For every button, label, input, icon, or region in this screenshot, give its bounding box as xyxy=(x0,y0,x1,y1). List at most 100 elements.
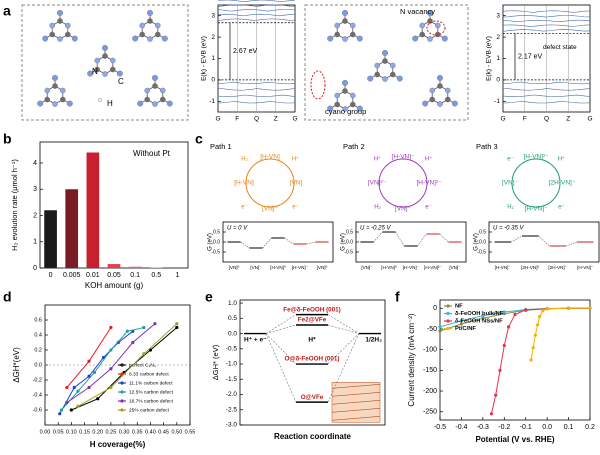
point xyxy=(506,325,511,329)
atom xyxy=(427,18,433,24)
atom xyxy=(390,71,396,78)
y-axis-label: E(k) - EVB (eV) xyxy=(486,36,493,81)
connector xyxy=(240,241,250,249)
connector xyxy=(327,314,360,334)
point xyxy=(109,385,113,390)
atom xyxy=(155,22,161,29)
y-tick-label: 0.0 xyxy=(479,239,486,245)
potential-label: U = -0.25 V xyxy=(360,226,392,232)
atom xyxy=(60,96,66,103)
y-tick-label: -1 xyxy=(494,98,500,105)
point xyxy=(545,307,549,311)
point xyxy=(588,306,592,310)
annotation: defect state xyxy=(543,44,577,51)
point xyxy=(494,393,498,397)
atom xyxy=(350,101,356,108)
x-tick-label: 0.10 xyxy=(66,429,77,435)
state-label: [2H-VN]⁻ xyxy=(549,180,576,187)
x-tick-label: 0.0 xyxy=(542,424,552,431)
connector xyxy=(265,324,297,334)
point xyxy=(541,309,545,313)
atom xyxy=(435,22,441,29)
y-tick-label: 3 xyxy=(211,12,215,19)
atom xyxy=(382,76,388,82)
connector xyxy=(284,237,294,245)
atom xyxy=(429,96,435,103)
atom xyxy=(37,100,44,107)
panel-letter: a xyxy=(3,3,11,19)
species-label: e⁻ xyxy=(558,205,565,211)
k-label: Z xyxy=(274,116,278,123)
bar xyxy=(128,266,142,268)
bar xyxy=(65,189,79,268)
band-line xyxy=(502,101,591,104)
legend-label: Pt/C/NF xyxy=(455,326,476,332)
atom xyxy=(334,92,340,99)
legend-label: 8.33 carbon defect xyxy=(129,371,169,377)
structure-box xyxy=(304,4,469,121)
level-label: Fe@δ-FeOOH (001) xyxy=(283,306,341,313)
y-tick-label: 0 xyxy=(211,77,215,84)
series-line xyxy=(490,307,590,414)
atom xyxy=(334,22,340,29)
point xyxy=(65,385,69,390)
species-label: e⁻ xyxy=(292,205,299,211)
band-line xyxy=(502,88,591,91)
x-tick-label: -0.3 xyxy=(477,424,489,431)
point xyxy=(524,308,528,312)
annotation: N vacancy xyxy=(400,7,435,16)
x-axis-label: Potential (V vs. RHE) xyxy=(475,435,554,444)
y-tick-label: 0.0 xyxy=(228,330,237,337)
y-axis-label: Current density (mA cm⁻²) xyxy=(407,313,416,406)
y-tick-label: 0 xyxy=(433,305,437,312)
atom xyxy=(437,83,443,89)
level-label: O@VFe xyxy=(301,394,324,401)
state-label: [H-VN]⁻ xyxy=(392,154,416,161)
point xyxy=(481,314,485,318)
x-tick-label: 0.01 xyxy=(86,272,100,279)
atom xyxy=(144,96,150,103)
species-label: H₂ xyxy=(241,157,248,163)
species-label: e⁻ xyxy=(507,157,514,163)
point xyxy=(92,370,97,375)
y-tick-label: -200 xyxy=(423,388,437,395)
point xyxy=(531,345,535,350)
point xyxy=(481,316,485,320)
atom xyxy=(374,62,380,69)
point xyxy=(175,325,179,330)
x-tick-label: 0.35 xyxy=(132,429,143,435)
atom xyxy=(437,74,443,81)
atom xyxy=(356,105,363,112)
point xyxy=(65,400,69,405)
atom xyxy=(350,92,356,99)
y-tick-label: 0.0 xyxy=(346,239,353,245)
atom xyxy=(147,36,153,42)
x-tick-label: 0.5 xyxy=(151,272,161,279)
atom xyxy=(102,71,108,77)
panel-letter: b xyxy=(3,131,12,147)
atom xyxy=(445,87,451,94)
y-tick-label: -250 xyxy=(423,409,437,416)
lattice xyxy=(331,392,381,397)
atom xyxy=(144,87,150,94)
x-tick-label: -0.1 xyxy=(520,424,532,431)
atom xyxy=(350,22,356,29)
connector xyxy=(306,241,316,245)
atom xyxy=(152,101,158,107)
x-tick-label: 0.00 xyxy=(40,429,51,435)
plot-frame xyxy=(239,299,386,426)
x-tick-label: 0.05 xyxy=(107,272,121,279)
atom xyxy=(334,101,340,108)
band-line xyxy=(217,101,296,104)
lattice xyxy=(331,400,381,405)
atom xyxy=(445,96,451,103)
point xyxy=(438,325,442,329)
y-axis-label: G (eV) xyxy=(474,233,480,251)
band-line xyxy=(502,15,591,18)
band-line xyxy=(502,94,591,97)
state-label: [H-VN]⁻ xyxy=(525,206,549,213)
atom xyxy=(52,101,58,107)
atom xyxy=(419,22,425,29)
x-tick-label: 0.45 xyxy=(158,429,169,435)
legend-marker xyxy=(446,319,450,323)
